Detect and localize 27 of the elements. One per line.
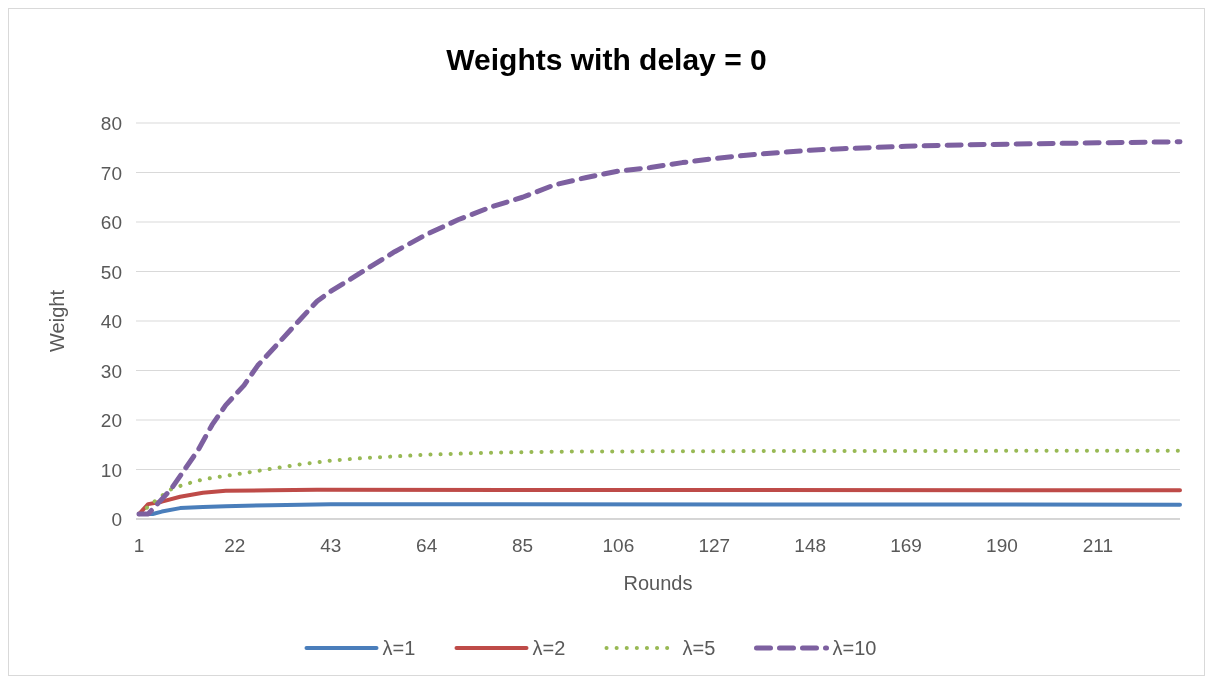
x-tick-label: 22 bbox=[224, 535, 246, 556]
x-tick-label: 64 bbox=[416, 535, 438, 556]
y-tick-label: 0 bbox=[111, 509, 122, 530]
legend-label: λ=5 bbox=[682, 637, 716, 659]
y-tick-label: 70 bbox=[100, 162, 122, 184]
chart-title: Weights with delay = 0 bbox=[446, 43, 767, 76]
y-tick-label: 30 bbox=[100, 360, 122, 382]
y-tick-label: 20 bbox=[100, 410, 122, 431]
x-tick-label: 127 bbox=[698, 535, 731, 556]
legend-label: λ=1 bbox=[382, 637, 416, 659]
y-tick-label: 60 bbox=[100, 212, 122, 233]
x-tick-label: 169 bbox=[890, 535, 922, 556]
x-tick-label: 43 bbox=[320, 535, 342, 556]
y-tick-label: 50 bbox=[100, 261, 122, 283]
x-tick-label: 190 bbox=[986, 535, 1018, 556]
y-tick-label: 80 bbox=[100, 113, 122, 134]
x-tick-label: 148 bbox=[794, 535, 827, 556]
legend-label: λ=2 bbox=[532, 637, 566, 659]
x-tick-label: 1 bbox=[133, 535, 145, 556]
y-axis-title: Weight bbox=[46, 289, 68, 352]
x-tick-label: 85 bbox=[511, 535, 534, 556]
y-tick-label: 10 bbox=[100, 459, 122, 481]
x-tick-label: 106 bbox=[602, 535, 635, 556]
x-axis-title: Rounds bbox=[623, 572, 693, 594]
x-tick-label: 211 bbox=[1082, 535, 1113, 556]
legend-label: λ=10 bbox=[832, 637, 877, 659]
y-tick-label: 40 bbox=[100, 311, 122, 332]
